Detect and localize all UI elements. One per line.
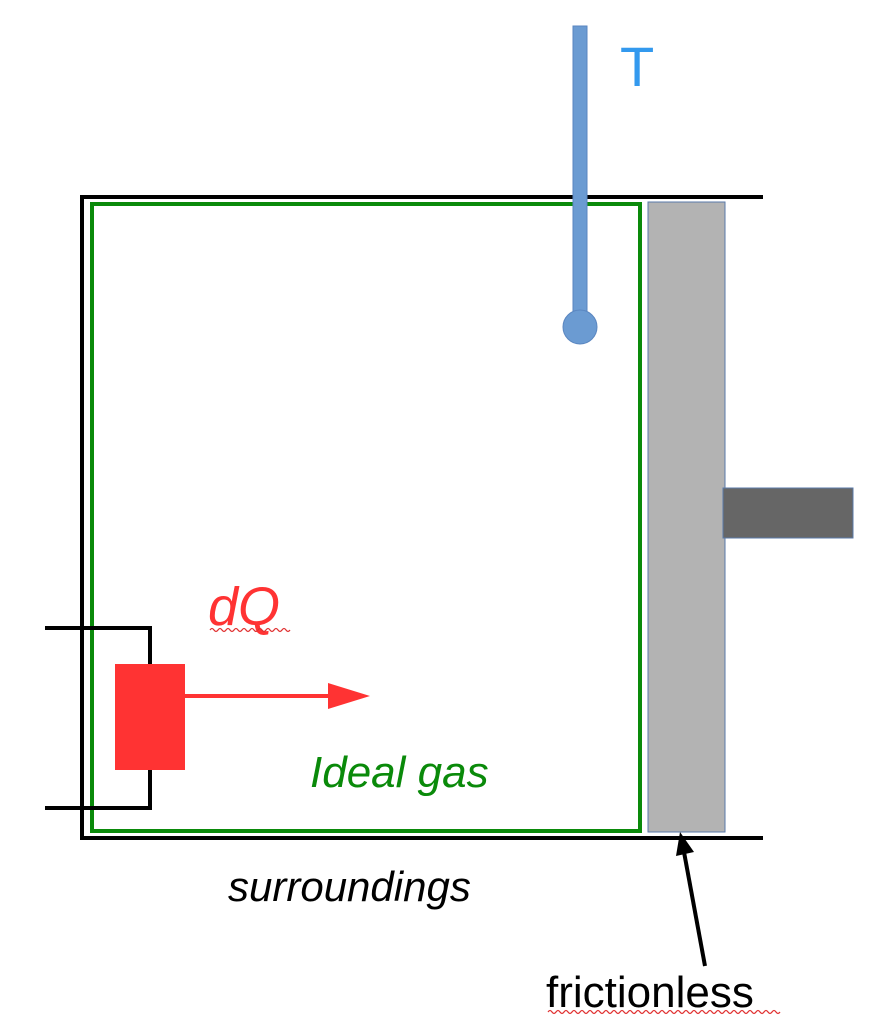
heater <box>115 664 185 770</box>
heat-flow-arrow <box>185 683 370 709</box>
thermometer-stem <box>572 25 588 317</box>
thermometer-bulb <box>562 309 598 345</box>
heater-wire-bottom <box>45 770 152 810</box>
surroundings-label: surroundings <box>228 863 471 910</box>
heat-label-spellcheck-underline <box>209 627 291 633</box>
thermometer <box>562 25 598 345</box>
frictionless-pointer <box>676 832 707 967</box>
temperature-label: T <box>620 35 654 98</box>
cylinder-container <box>80 195 763 840</box>
heater-wire-top <box>45 626 152 664</box>
system-boundary <box>90 202 642 833</box>
gas-label: Ideal gas <box>310 748 489 797</box>
piston <box>647 201 726 833</box>
frictionless-label: frictionless <box>546 968 754 1017</box>
heat-label: dQ <box>208 577 280 637</box>
piston-rod <box>722 487 854 539</box>
heater-wires <box>45 626 152 810</box>
frictionless-label-spellcheck-underline <box>547 1009 781 1015</box>
